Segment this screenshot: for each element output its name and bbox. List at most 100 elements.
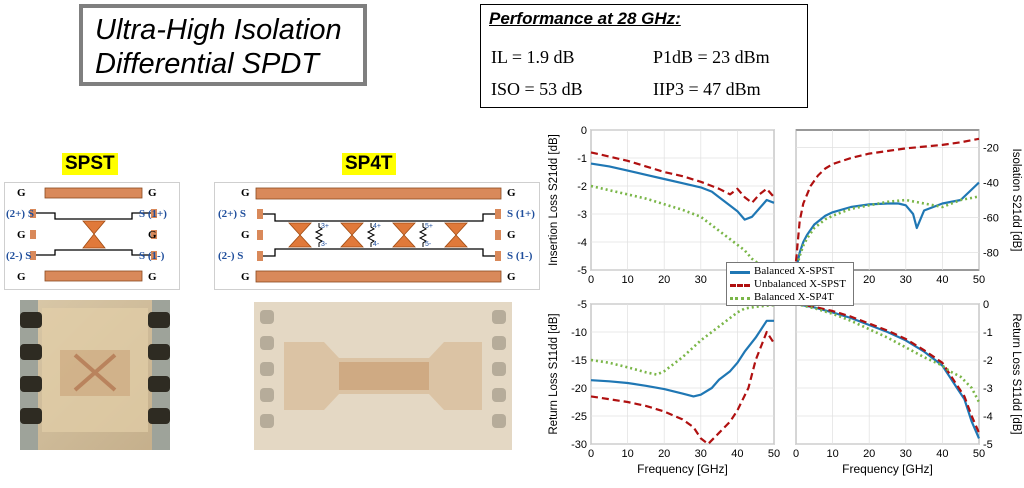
pin-label: G <box>507 229 516 241</box>
chart-legend: Balanced X-SPST Unbalanced X-SPST Balanc… <box>726 262 854 306</box>
pin-label: (2-) S <box>6 250 32 262</box>
legend-item-balanced-xspst: Balanced X-SPST <box>730 265 850 278</box>
y-tick-label: -1 <box>983 327 993 339</box>
spst-schematic-drawing <box>30 187 157 282</box>
sp4t-pin-labels: G (2+) S G (2-) S G G S (1+) G S (1-) G … <box>215 183 541 291</box>
pin-label: S (1-) <box>507 250 533 262</box>
x-axis-label: Frequency [GHz] <box>637 462 728 476</box>
pin-label: S (1+) <box>507 208 535 220</box>
title-line-1: Ultra-High Isolation <box>95 14 342 46</box>
x-tick-label: 40 <box>936 274 948 286</box>
sp4t-schematic: G (2+) S G (2-) S G G S (1+) G S (1-) G … <box>214 182 540 290</box>
plot-area <box>795 303 980 445</box>
x-tick-label: 20 <box>863 448 875 460</box>
y-tick-label: -60 <box>983 213 999 225</box>
ground-bar-bottom <box>255 270 502 283</box>
title-line-2: Differential SPDT <box>95 48 320 80</box>
ground-bar-top <box>44 187 143 199</box>
legend-item-balanced-xsp4t: Balanced X-SP4T <box>730 291 850 304</box>
y-axis-label: Return Loss S11dd [dB] <box>1010 313 1022 434</box>
legend-swatch <box>730 284 750 287</box>
spst-label: SPST <box>62 153 118 175</box>
x-tick-label: 50 <box>768 448 780 460</box>
x-tick-label: 40 <box>731 448 743 460</box>
pad-g-left <box>30 230 36 239</box>
pin-label: G <box>148 271 157 283</box>
sp4t-die-photo <box>254 302 512 450</box>
title-box: Ultra-High Isolation Differential SPDT <box>79 4 367 86</box>
y-axis-label: Isolation S21dd [dB] <box>1010 149 1022 252</box>
series-line <box>590 151 775 204</box>
sp4t-label: SP4T <box>342 153 396 175</box>
legend-label: Balanced X-SP4T <box>754 291 834 303</box>
y-tick-label: -4 <box>577 237 587 249</box>
y-tick-label: 0 <box>581 125 587 137</box>
series-line <box>590 330 775 446</box>
x-tick-label: 30 <box>900 448 912 460</box>
pad-1plus <box>151 209 157 218</box>
y-tick-label: -20 <box>571 383 587 395</box>
cross-switch <box>444 222 468 248</box>
spst-die-photo <box>20 300 170 450</box>
x-tick-label: 30 <box>695 448 707 460</box>
cross-switch <box>340 222 364 248</box>
y-tick-label: -20 <box>983 143 999 155</box>
pad-2minus <box>30 251 36 260</box>
il-value: IL = 1.9 dB <box>491 47 575 67</box>
legend-swatch <box>730 271 750 274</box>
port-label: 4- <box>373 241 380 248</box>
x-tick-label: 10 <box>621 274 633 286</box>
y-tick-label: -3 <box>983 383 993 395</box>
y-tick-label: -30 <box>571 439 587 451</box>
plot-area <box>590 129 775 271</box>
series-line <box>590 184 774 269</box>
pad-2plus <box>30 209 36 218</box>
pin-label: G <box>17 271 26 283</box>
y-axis-label: Return Loss S11dd [dB] <box>548 313 560 434</box>
legend-label: Balanced X-SPST <box>754 265 835 277</box>
plot-area <box>795 129 980 271</box>
y-tick-label: 0 <box>983 299 989 311</box>
x-tick-label: 10 <box>621 448 633 460</box>
pin-label: (2+) S <box>218 208 246 220</box>
port-label: 5+ <box>425 223 433 230</box>
pin-label: G <box>241 229 250 241</box>
sp4t-schematic-drawing <box>255 187 502 283</box>
pin-label: G <box>148 187 157 199</box>
spst-pin-labels: G (2+) S G (2-) S G G S (1+) G S (1-) G <box>5 183 181 291</box>
performance-heading: Performance at 28 GHz: <box>489 9 681 28</box>
p1db-value: P1dB = 23 dBm <box>653 47 770 67</box>
pin-label: S (1-) <box>139 250 165 262</box>
plot-area <box>590 303 775 445</box>
spst-schematic: G (2+) S G (2-) S G G S (1+) G S (1-) G <box>4 182 180 290</box>
pin-label: G <box>241 271 250 283</box>
x-tick-label: 10 <box>826 448 838 460</box>
y-tick-label: -80 <box>983 248 999 260</box>
x-tick-label: 30 <box>900 274 912 286</box>
legend-label: Unbalanced X-SPST <box>754 278 846 290</box>
ground-bar-top <box>255 187 502 200</box>
series-line <box>794 137 980 262</box>
cross-switch-top <box>82 220 106 235</box>
pin-label: G <box>507 187 516 199</box>
cross-switch <box>288 222 312 248</box>
y-tick-label: -2 <box>983 355 993 367</box>
legend-swatch <box>730 297 750 300</box>
y-tick-label: -5 <box>983 439 993 451</box>
y-axis-label: Insertion Loss S21dd [dB] <box>548 134 560 266</box>
series-line <box>795 302 981 434</box>
x-tick-label: 50 <box>973 274 985 286</box>
cross-switch-bottom <box>82 233 106 249</box>
x-tick-label: 40 <box>936 448 948 460</box>
x-axis-label: Frequency [GHz] <box>842 462 933 476</box>
performance-box: Performance at 28 GHz: IL = 1.9 dB P1dB … <box>480 4 808 108</box>
y-tick-label: -5 <box>577 265 587 277</box>
series-line <box>590 162 775 221</box>
port-label: 3- <box>321 241 328 248</box>
x-tick-label: 0 <box>588 274 594 286</box>
y-tick-label: -1 <box>577 153 587 165</box>
pin-label: G <box>17 187 26 199</box>
y-tick-label: -40 <box>983 178 999 190</box>
x-tick-label: 20 <box>658 448 670 460</box>
series-line <box>795 302 981 403</box>
